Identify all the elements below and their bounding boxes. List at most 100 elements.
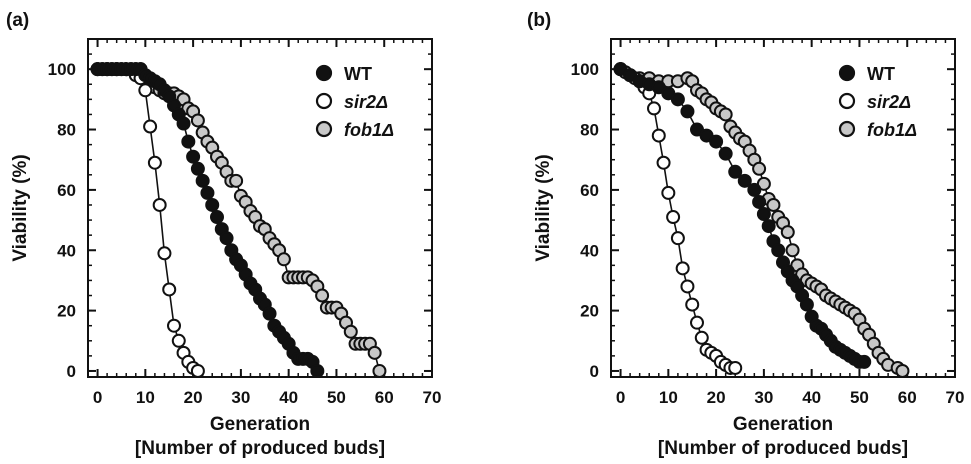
x-tick-label-50: 50 bbox=[850, 388, 869, 407]
y-axis-label-b: Viability (%) bbox=[533, 154, 554, 261]
data-point-wt bbox=[195, 173, 210, 188]
legend-label-fob1: fob1Δ bbox=[867, 120, 917, 140]
data-point-sir2 bbox=[675, 261, 690, 276]
data-point-wt bbox=[651, 80, 666, 95]
data-point-wt bbox=[186, 149, 201, 164]
legend-label-sir2: sir2Δ bbox=[344, 92, 388, 112]
series-points-a bbox=[90, 62, 387, 378]
panel-b: (b) 0 10 20 30 40 50 60 70 0 20 40 60 80 100 WT sir2Δ f… bbox=[527, 10, 964, 459]
x-axis-sublabel-b: [Number of produced buds] bbox=[658, 438, 908, 459]
series-points-b bbox=[613, 62, 910, 378]
data-point-sir2 bbox=[647, 101, 661, 116]
data-point-fob1 bbox=[229, 173, 244, 188]
y-tick-label-0: 0 bbox=[67, 362, 76, 381]
data-point-sir2 bbox=[147, 155, 162, 170]
legend-b: WT sir2Δ fob1Δ bbox=[838, 64, 917, 140]
panel-a: (a) 0 10 20 30 40 50 60 70 0 20 40 60 80 100 WT sir2Δ f… bbox=[6, 10, 441, 459]
data-point-sir2 bbox=[728, 360, 743, 375]
data-point-sir2 bbox=[162, 282, 177, 297]
data-point-wt bbox=[200, 185, 215, 200]
data-point-wt bbox=[737, 173, 752, 188]
data-point-fob1 bbox=[895, 363, 910, 378]
data-point-wt bbox=[623, 68, 638, 83]
legend-marker-fob1 bbox=[838, 120, 856, 138]
x-tick-label-70: 70 bbox=[423, 388, 442, 407]
data-point-wt bbox=[210, 210, 224, 225]
data-point-wt bbox=[752, 194, 767, 209]
data-point-wt bbox=[709, 134, 724, 149]
y-tick-label-20: 20 bbox=[580, 302, 599, 321]
data-point-sir2 bbox=[680, 279, 695, 294]
data-point-wt bbox=[747, 182, 762, 197]
data-point-sir2 bbox=[661, 185, 676, 200]
data-point-sir2 bbox=[190, 363, 205, 378]
data-point-wt bbox=[262, 306, 277, 321]
data-point-sir2 bbox=[656, 155, 671, 170]
data-point-wt bbox=[690, 122, 704, 137]
data-point-wt bbox=[680, 104, 695, 119]
x-tick-label-50: 50 bbox=[327, 388, 346, 407]
series-line-fob1 bbox=[97, 68, 381, 372]
ticks-a: 0 10 20 30 40 50 60 70 0 20 40 60 80 100 bbox=[48, 39, 442, 407]
x-axis-label-a: Generation bbox=[210, 414, 310, 435]
y-tick-label-80: 80 bbox=[57, 121, 76, 140]
series-lines-a bbox=[97, 68, 381, 372]
data-point-wt bbox=[181, 134, 196, 149]
y-tick-label-20: 20 bbox=[57, 302, 76, 321]
panel-label-b: (b) bbox=[527, 10, 551, 31]
x-tick-label-20: 20 bbox=[707, 388, 726, 407]
data-point-wt bbox=[728, 164, 743, 179]
data-point-fob1 bbox=[315, 288, 330, 303]
y-tick-label-100: 100 bbox=[571, 60, 599, 79]
data-point-sir2 bbox=[694, 330, 709, 345]
data-point-wt bbox=[205, 197, 220, 212]
data-point-fob1 bbox=[752, 161, 767, 176]
data-point-wt bbox=[761, 219, 776, 234]
legend-label-wt: WT bbox=[344, 64, 372, 84]
x-tick-label-0: 0 bbox=[616, 388, 625, 407]
y-tick-label-100: 100 bbox=[48, 60, 76, 79]
data-point-wt bbox=[771, 243, 786, 258]
y-tick-label-40: 40 bbox=[580, 241, 599, 260]
data-point-sir2 bbox=[143, 119, 158, 134]
legend-marker-wt bbox=[315, 64, 333, 82]
x-tick-label-30: 30 bbox=[754, 388, 773, 407]
legend-marker-sir2 bbox=[315, 92, 333, 110]
data-point-wt bbox=[718, 146, 733, 161]
data-point-fob1 bbox=[367, 345, 382, 360]
data-point-sir2 bbox=[138, 83, 153, 98]
data-point-sir2 bbox=[171, 333, 186, 348]
legend-a: WT sir2Δ fob1Δ bbox=[315, 64, 394, 140]
x-tick-label-10: 10 bbox=[659, 388, 678, 407]
data-point-wt bbox=[661, 86, 676, 101]
x-tick-label-30: 30 bbox=[231, 388, 250, 407]
data-point-fob1 bbox=[756, 176, 771, 191]
legend-label-wt: WT bbox=[867, 64, 895, 84]
data-point-wt bbox=[176, 116, 191, 131]
legend-label-fob1: fob1Δ bbox=[344, 120, 394, 140]
data-point-fob1 bbox=[190, 113, 205, 128]
x-tick-label-0: 0 bbox=[93, 388, 102, 407]
data-point-wt bbox=[857, 354, 872, 369]
legend-label-sir2: sir2Δ bbox=[867, 92, 911, 112]
data-point-wt bbox=[613, 62, 628, 77]
legend-marker-sir2 bbox=[838, 92, 856, 110]
x-tick-label-60: 60 bbox=[375, 388, 394, 407]
y-tick-label-0: 0 bbox=[590, 362, 599, 381]
data-point-sir2 bbox=[157, 246, 172, 261]
data-point-sir2 bbox=[685, 297, 700, 312]
data-point-wt bbox=[699, 128, 714, 143]
data-point-wt bbox=[310, 363, 325, 378]
data-point-fob1 bbox=[766, 197, 781, 212]
y-tick-label-80: 80 bbox=[580, 121, 599, 140]
x-tick-label-70: 70 bbox=[946, 388, 965, 407]
panel-label-a: (a) bbox=[6, 10, 29, 31]
data-point-sir2 bbox=[670, 231, 685, 246]
data-point-fob1 bbox=[785, 243, 800, 258]
data-point-wt bbox=[756, 207, 771, 222]
data-point-fob1 bbox=[372, 363, 387, 378]
data-point-sir2 bbox=[167, 318, 181, 333]
data-point-fob1 bbox=[780, 225, 795, 240]
data-point-sir2 bbox=[651, 128, 666, 143]
